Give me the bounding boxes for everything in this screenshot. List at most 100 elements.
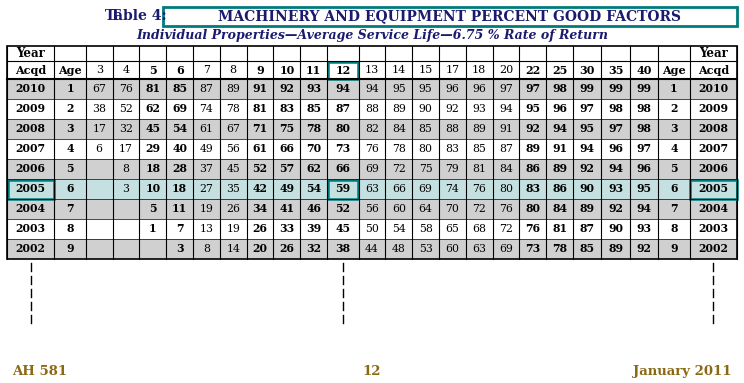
Text: AH 581: AH 581 <box>12 365 67 378</box>
Text: Age: Age <box>662 64 686 75</box>
Text: 89: 89 <box>552 164 567 175</box>
Text: 8: 8 <box>123 164 129 174</box>
Text: 97: 97 <box>608 123 623 134</box>
Text: 2004: 2004 <box>699 203 728 214</box>
Text: 13: 13 <box>199 224 214 234</box>
Text: 5: 5 <box>149 203 157 214</box>
Text: 4: 4 <box>66 144 74 154</box>
Text: 50: 50 <box>365 224 379 234</box>
Text: 84: 84 <box>552 203 567 214</box>
Text: 89: 89 <box>392 104 405 114</box>
Text: 94: 94 <box>365 84 379 94</box>
Text: 98: 98 <box>608 103 623 115</box>
Text: 52: 52 <box>336 203 350 214</box>
Text: 4: 4 <box>670 144 678 154</box>
Text: 97: 97 <box>525 83 540 95</box>
Text: 8: 8 <box>203 244 210 254</box>
Text: 62: 62 <box>307 164 321 175</box>
Text: 14: 14 <box>226 244 240 254</box>
Text: 9: 9 <box>66 244 74 254</box>
Text: 27: 27 <box>199 184 214 194</box>
Text: 78: 78 <box>392 144 405 154</box>
Text: 57: 57 <box>279 164 295 175</box>
Text: 38: 38 <box>92 104 106 114</box>
Text: 11: 11 <box>306 64 321 75</box>
Text: 78: 78 <box>552 244 567 254</box>
Text: 79: 79 <box>446 164 459 174</box>
Text: Acqd: Acqd <box>15 64 46 75</box>
Text: 85: 85 <box>306 103 321 115</box>
Text: 72: 72 <box>499 224 513 234</box>
Text: 72: 72 <box>472 204 486 214</box>
Text: 56: 56 <box>365 204 379 214</box>
Text: 63: 63 <box>472 244 487 254</box>
Text: 76: 76 <box>365 144 379 154</box>
Text: 2002: 2002 <box>16 244 45 254</box>
Text: 69: 69 <box>365 164 379 174</box>
Text: 11: 11 <box>172 203 187 214</box>
Text: 98: 98 <box>636 103 652 115</box>
Text: 70: 70 <box>306 144 321 154</box>
Text: 44: 44 <box>365 244 379 254</box>
Text: 91: 91 <box>252 83 268 95</box>
Text: 94: 94 <box>580 144 594 154</box>
Text: 99: 99 <box>608 83 623 95</box>
Text: 1: 1 <box>670 83 678 95</box>
Text: MACHINERY AND EQUIPMENT PERCENT GOOD FACTORS: MACHINERY AND EQUIPMENT PERCENT GOOD FAC… <box>219 9 682 23</box>
Text: 2005: 2005 <box>16 183 45 195</box>
Text: 2007: 2007 <box>699 144 728 154</box>
Text: 2007: 2007 <box>16 144 45 154</box>
Text: 66: 66 <box>336 164 350 175</box>
Text: 14: 14 <box>391 65 406 75</box>
Text: 38: 38 <box>336 244 350 254</box>
Text: 28: 28 <box>172 164 187 175</box>
Text: Age: Age <box>58 64 82 75</box>
Bar <box>7 179 737 199</box>
Text: 49: 49 <box>279 183 295 195</box>
Text: 85: 85 <box>419 124 432 134</box>
Text: 89: 89 <box>472 124 486 134</box>
Text: 92: 92 <box>525 123 540 134</box>
Text: 92: 92 <box>279 83 295 95</box>
Text: 54: 54 <box>392 224 405 234</box>
Text: 93: 93 <box>472 104 486 114</box>
Text: 54: 54 <box>306 183 321 195</box>
Text: 7: 7 <box>670 203 678 214</box>
Text: 5: 5 <box>670 164 678 175</box>
Text: 97: 97 <box>636 144 652 154</box>
Text: January 2011: January 2011 <box>633 365 732 378</box>
Text: 94: 94 <box>552 123 567 134</box>
Text: 93: 93 <box>608 183 623 195</box>
Text: Acqd: Acqd <box>698 64 729 75</box>
Text: 37: 37 <box>199 164 214 174</box>
Text: 32: 32 <box>306 244 321 254</box>
Text: 6: 6 <box>66 183 74 195</box>
Text: 96: 96 <box>608 144 623 154</box>
Text: 74: 74 <box>199 104 214 114</box>
Text: 26: 26 <box>252 224 268 234</box>
Text: 60: 60 <box>446 244 459 254</box>
Text: 93: 93 <box>306 83 321 95</box>
Text: 39: 39 <box>306 224 321 234</box>
Text: 80: 80 <box>336 123 350 134</box>
Text: 95: 95 <box>392 84 405 94</box>
Text: 90: 90 <box>580 183 594 195</box>
Text: 12: 12 <box>336 64 350 75</box>
Text: 98: 98 <box>552 83 567 95</box>
Text: 52: 52 <box>119 104 133 114</box>
Text: 2: 2 <box>66 103 74 115</box>
Text: 74: 74 <box>446 184 459 194</box>
Text: 18: 18 <box>472 65 487 75</box>
Text: 17: 17 <box>92 124 106 134</box>
Text: 83: 83 <box>525 183 540 195</box>
Text: 83: 83 <box>279 103 295 115</box>
Text: 86: 86 <box>552 183 567 195</box>
Text: 46: 46 <box>307 203 321 214</box>
Text: 1: 1 <box>149 224 157 234</box>
Text: Year: Year <box>699 47 728 60</box>
Text: 18: 18 <box>145 164 161 175</box>
Text: 68: 68 <box>472 224 487 234</box>
Text: 15: 15 <box>418 65 433 75</box>
Text: 86: 86 <box>525 164 540 175</box>
Text: 3: 3 <box>176 244 184 254</box>
